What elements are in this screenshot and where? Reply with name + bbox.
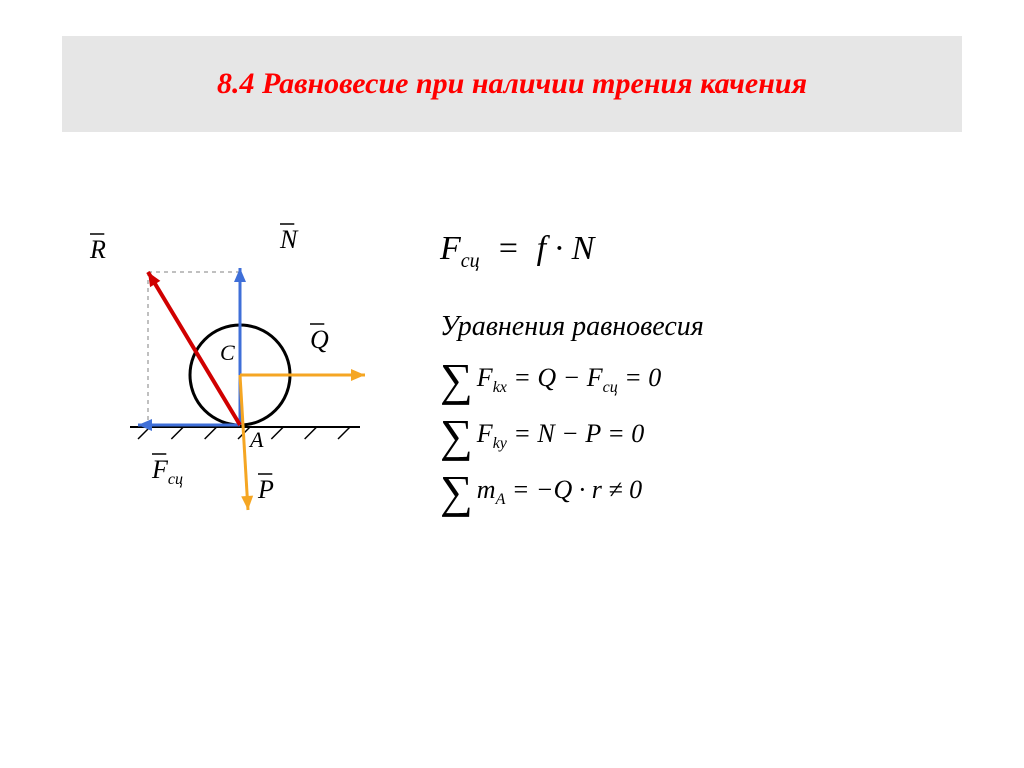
svg-text:P: P bbox=[257, 475, 274, 504]
slide-title: 8.4 Равновесие при наличии трения качени… bbox=[217, 67, 807, 101]
equilibrium-equations: ∑Fkx = Q − Fсц = 0 ∑Fky = N − P = 0 ∑mA = … bbox=[440, 357, 940, 515]
svg-text:A: A bbox=[248, 427, 264, 452]
diagram-svg: N Fсц R Q P C A bbox=[70, 220, 400, 540]
friction-equation: Fсц = f · N bbox=[440, 230, 940, 273]
title-band: 8.4 Равновесие при наличии трения качени… bbox=[62, 36, 962, 132]
svg-text:N: N bbox=[279, 225, 299, 254]
eq-rhs: f · N bbox=[537, 230, 595, 267]
equation-line: ∑mA = −Q · r ≠ 0 bbox=[440, 469, 940, 515]
equation-line: ∑Fky = N − P = 0 bbox=[440, 413, 940, 459]
eq-lhs: F bbox=[440, 230, 461, 267]
svg-text:Fсц: Fсц bbox=[151, 455, 183, 488]
equilibrium-header: Уравнения равновесия bbox=[440, 311, 940, 343]
equation-line: ∑Fkx = Q − Fсц = 0 bbox=[440, 357, 940, 403]
equations-block: Fсц = f · N Уравнения равновесия ∑Fkx = … bbox=[440, 230, 940, 525]
free-body-diagram: N Fсц R Q P C A bbox=[70, 220, 400, 540]
svg-text:Q: Q bbox=[310, 325, 329, 354]
eq-lhs-sub: сц bbox=[461, 250, 480, 272]
svg-text:C: C bbox=[220, 340, 235, 365]
svg-text:R: R bbox=[89, 235, 106, 264]
